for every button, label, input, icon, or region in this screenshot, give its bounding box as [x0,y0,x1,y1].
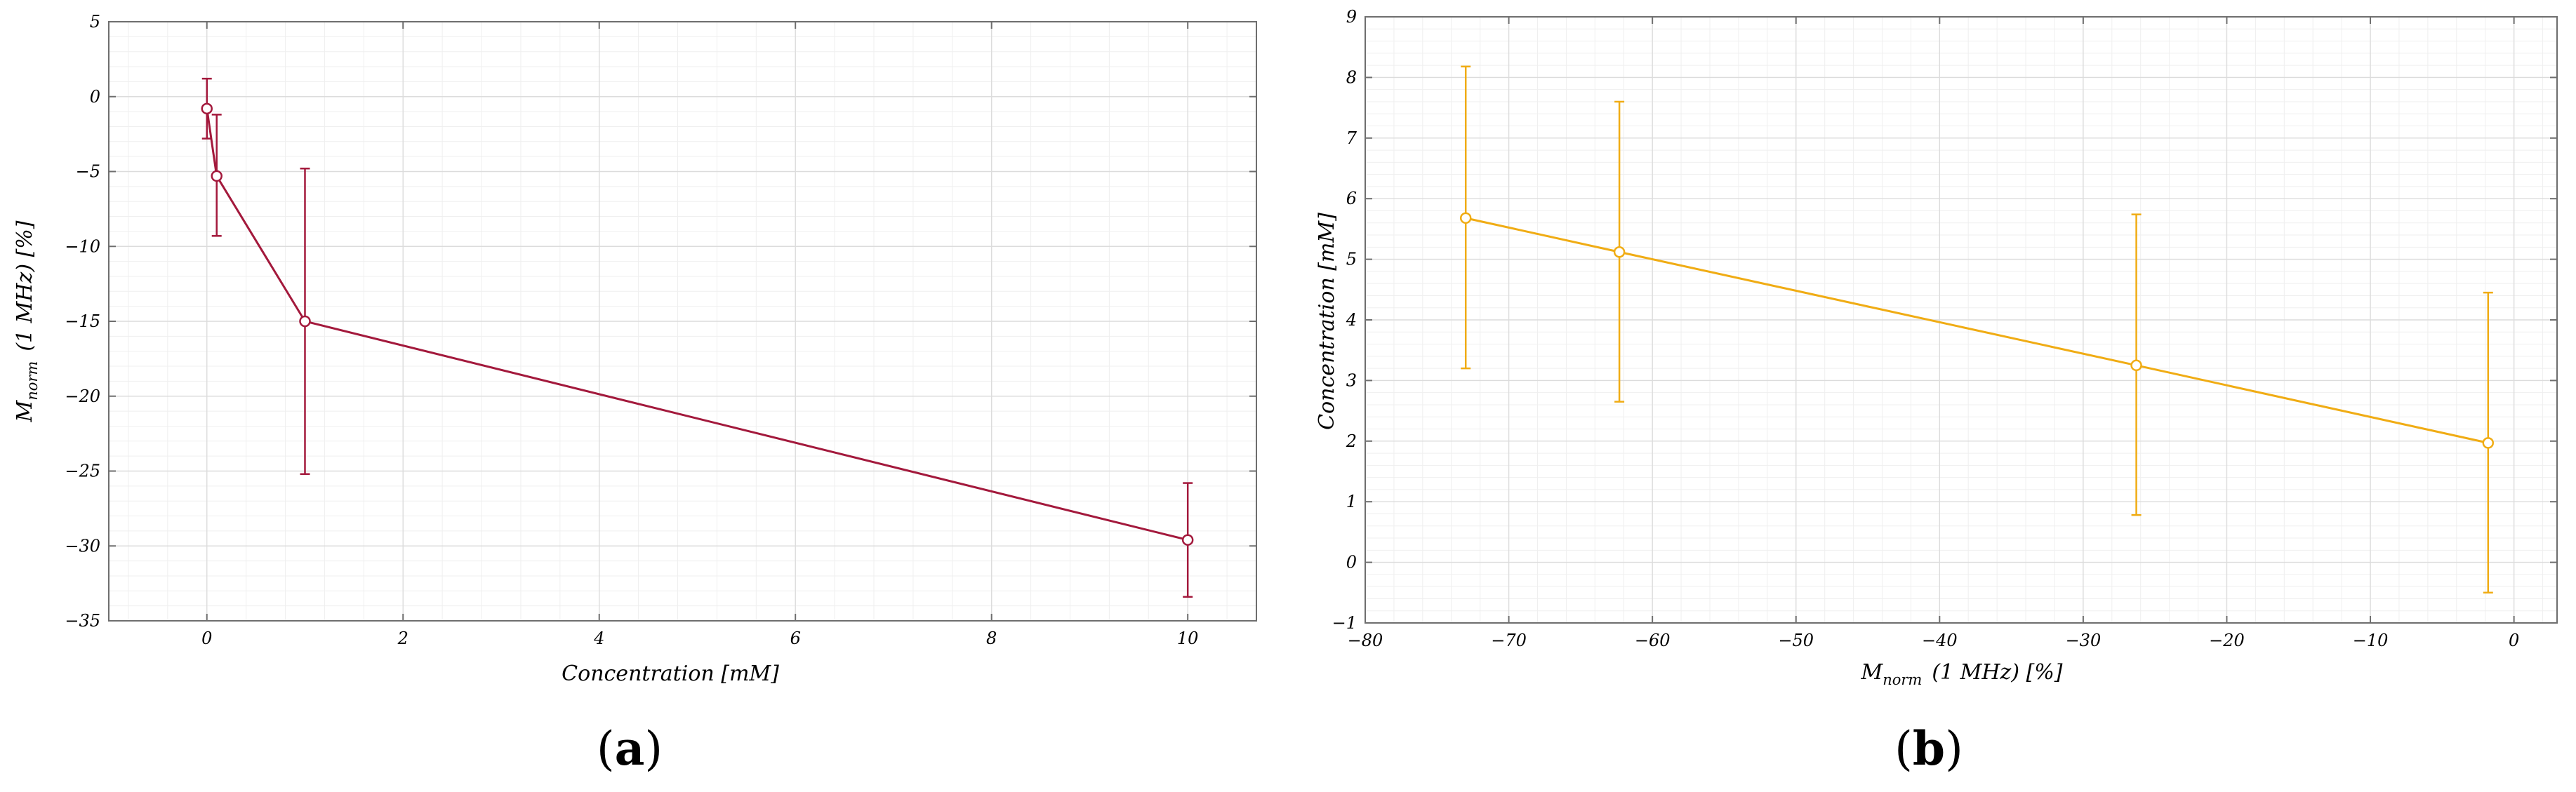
x-tick-label: −30 [2066,631,2102,650]
panel-b-y-axis-label: Concentration [mM] [1315,213,1339,430]
y-tick-label: −30 [65,536,100,556]
panel-a-y-label-rest: (1 MHz) [%] [13,220,37,351]
panel-a-ticks: 0 2 4 6 8 10 5 0 −5 −10 −15 −20 −25 −30 −35 [65,12,1256,648]
x-tick-label: −20 [2209,631,2245,650]
y-tick-label: 7 [1346,128,1357,148]
data-point [299,315,311,328]
panel-a-label-letter: a [615,721,645,776]
panel-a-y-axis-label: Mnorm (1 MHz) [%] [13,220,41,422]
panel-a-x-axis-label: Concentration [mM] [562,662,779,686]
y-tick-label: 3 [1346,370,1357,390]
x-tick-label: −60 [1635,631,1671,650]
panel-a-grid [109,21,1256,622]
data-point [2482,437,2495,449]
y-tick-label: −15 [65,311,100,331]
panel-b-chart: −80 −70 −60 −50 −40 −30 −20 −10 0 9 8 7 6 5 4 3 2 1 0 −1 Mn… [1315,7,2558,776]
x-tick-label: −40 [1922,631,1958,650]
panel-b-grid [1365,16,2557,624]
panel-a-chart: 0 2 4 6 8 10 5 0 −5 −10 −15 −20 −25 −30 −35 Concentrat… [13,12,1257,776]
x-tick-label: 4 [593,629,604,648]
y-tick-label: 0 [90,87,100,107]
x-tick-label: 10 [1177,629,1199,648]
y-tick-label: 2 [1346,431,1357,451]
x-tick-label: −70 [1491,631,1527,650]
panel-b-label-open: ( [1894,722,1913,776]
y-tick-label: 8 [1346,67,1357,87]
y-tick-label: −5 [76,162,100,182]
x-tick-label: 0 [201,629,212,648]
y-tick-label: −20 [65,387,100,406]
y-tick-label: 0 [1346,553,1357,572]
data-point [2130,359,2142,372]
x-tick-label: 8 [986,629,997,648]
y-tick-label: 5 [90,12,100,32]
panel-b-x-axis-label: Mnorm (1 MHz) [%] [1860,660,2062,688]
y-tick-label: 5 [1346,250,1357,269]
y-tick-label: 4 [1346,310,1357,330]
data-point [201,102,213,115]
y-tick-label: 6 [1346,189,1357,208]
y-tick-label: −25 [65,462,100,481]
y-tick-label: 1 [1346,492,1357,511]
panel-b-x-label-symbol: M [1860,660,1883,685]
y-tick-label: −1 [1332,613,1357,633]
x-tick-label: 6 [790,629,801,648]
panel-b-x-label-rest: (1 MHz) [%] [1932,660,2062,685]
data-point [211,170,223,182]
data-point [1613,246,1626,258]
data-point [1181,534,1194,546]
panel-b-data-marks [1459,65,2495,594]
panel-b-x-label-subscript: norm [1883,671,1922,688]
panel-b-ticks: −80 −70 −60 −50 −40 −30 −20 −10 0 9 8 7 6 5 4 3 2 1 0 −1 [1332,7,2557,650]
panel-a-data-marks [201,77,1194,598]
panel-a-y-label-symbol: M [13,400,37,423]
panel-a-y-label-subscript: norm [24,361,41,401]
series-line [206,108,1188,542]
panel-b-label-close: ) [1945,722,1963,776]
x-tick-label: 2 [397,629,409,648]
panel-a-label-open: ( [597,722,615,776]
panel-a-label-close: ) [644,722,663,776]
x-tick-label: −50 [1778,631,1814,650]
data-point [1459,212,1472,224]
series-line [1465,217,2489,444]
panel-b-label-letter: b [1913,721,1945,776]
x-tick-label: −80 [1348,631,1383,650]
y-tick-label: 9 [1346,7,1357,27]
panel-a-label: (a) [597,721,663,776]
y-tick-label: −35 [65,611,100,631]
x-tick-label: 0 [2509,631,2519,650]
y-tick-label: −10 [65,236,100,256]
x-tick-label: −10 [2353,631,2389,650]
panel-b-label: (b) [1894,721,1963,776]
